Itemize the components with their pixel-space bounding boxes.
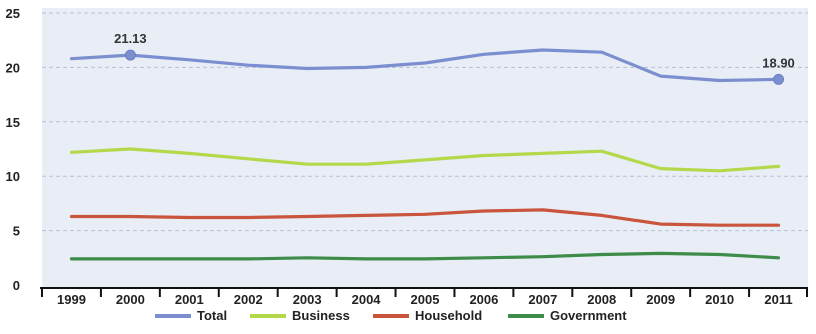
annotations: 21.13 18.90 — [114, 31, 795, 85]
series-lines — [69, 48, 781, 261]
data-label: 21.13 — [114, 31, 147, 46]
plot-background — [42, 8, 808, 288]
y-axis: 0 5 10 15 20 25 — [6, 6, 20, 293]
data-label: 18.90 — [762, 55, 795, 70]
legend: Total Business Household Government — [155, 308, 627, 323]
legend-label-household: Household — [415, 308, 482, 323]
x-tick-label: 2004 — [352, 292, 382, 307]
y-tick-label: 0 — [13, 278, 20, 293]
y-tick-label: 5 — [13, 224, 20, 239]
x-tick-label: 1999 — [57, 292, 86, 307]
annotation-marker — [124, 49, 136, 61]
y-tick-label: 20 — [6, 60, 20, 75]
x-tick-label: 2005 — [411, 292, 440, 307]
legend-label-business: Business — [292, 308, 350, 323]
y-tick-label: 10 — [6, 169, 20, 184]
x-tick-label: 2008 — [587, 292, 616, 307]
x-tick-label: 2002 — [234, 292, 263, 307]
x-tick-label: 2010 — [705, 292, 734, 307]
legend-label-total: Total — [197, 308, 227, 323]
legend-label-government: Government — [550, 308, 627, 323]
x-tick-label: 2011 — [764, 292, 792, 307]
x-tick-label: 2006 — [469, 292, 498, 307]
x-tick-label: 2009 — [646, 292, 675, 307]
annotation-marker — [773, 73, 785, 85]
x-tick-label: 2001 — [175, 292, 204, 307]
x-tick-label: 2007 — [528, 292, 557, 307]
gridlines — [42, 12, 808, 232]
x-axis: 1999 2000 2001 2002 2003 2004 2005 2006 2007 2008… — [40, 287, 808, 307]
x-tick-label: 2003 — [293, 292, 322, 307]
x-tick-label: 2000 — [116, 292, 145, 307]
y-tick-label: 25 — [6, 6, 20, 21]
y-tick-label: 15 — [6, 115, 20, 130]
